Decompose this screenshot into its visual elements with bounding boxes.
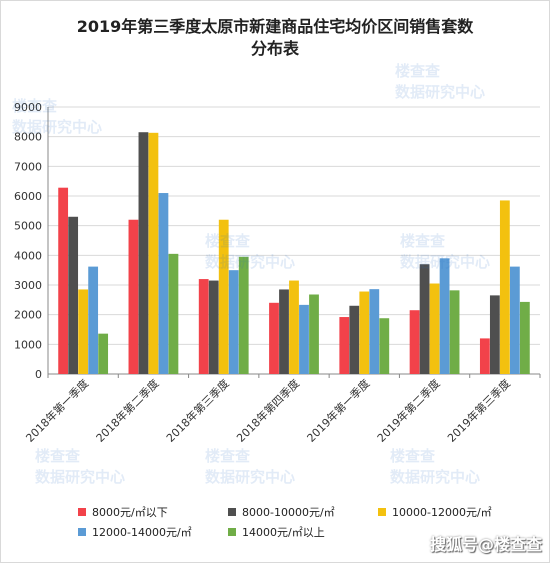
bar [359, 291, 370, 374]
y-tick-label: 2000 [14, 309, 42, 322]
bar [519, 301, 530, 374]
legend-label: 14000元/㎡以上 [242, 526, 325, 539]
bar [68, 216, 79, 374]
bar [479, 338, 490, 374]
legend-label: 8000-10000元/㎡ [242, 506, 335, 519]
bar [168, 253, 179, 374]
bar [88, 266, 99, 374]
chart-title: 2019年第三季度太原市新建商品住宅均价区间销售套数 分布表 [40, 16, 510, 60]
bar [409, 310, 420, 374]
legend-swatch [378, 508, 386, 516]
legend-item: 14000元/㎡以上 [228, 524, 325, 540]
legend-swatch [78, 508, 86, 516]
bar [379, 318, 390, 374]
bar [269, 302, 279, 374]
x-tick-label: 2018年第二季度 [93, 376, 162, 445]
bar [439, 258, 450, 374]
y-tick-label: 0 [35, 368, 42, 381]
y-tick-label: 1000 [14, 338, 42, 351]
watermark-footer: 搜狐号@楼查查 [429, 535, 542, 554]
bar [138, 132, 149, 374]
legend-swatch [228, 508, 236, 516]
bar [198, 279, 209, 374]
legend-item: 12000-14000元/㎡ [78, 524, 192, 540]
bar [128, 219, 139, 374]
legend-label: 12000-14000元/㎡ [92, 526, 192, 539]
x-tick-label: 2019年第一季度 [304, 376, 373, 445]
bar [499, 200, 510, 374]
legend-item: 8000-10000元/㎡ [228, 504, 335, 520]
bar [369, 289, 380, 374]
bar [158, 193, 169, 374]
bar [238, 256, 249, 374]
x-tick-label: 2018年第一季度 [23, 376, 92, 445]
legend-label: 8000元/㎡以下 [92, 506, 168, 519]
bar [218, 219, 229, 374]
y-tick-label: 8000 [14, 131, 42, 144]
x-tick-label: 2019年第二季度 [374, 376, 443, 445]
bar [78, 289, 89, 374]
y-tick-label: 7000 [14, 160, 42, 173]
bar [208, 280, 219, 374]
y-tick-label: 3000 [14, 279, 42, 292]
bar [289, 280, 299, 374]
legend-item: 8000元/㎡以下 [78, 504, 168, 520]
bar [58, 187, 69, 374]
legend-swatch [228, 528, 236, 536]
y-tick-label: 6000 [14, 190, 42, 203]
bar [349, 305, 360, 374]
chart-title-line1: 2019年第三季度太原市新建商品住宅均价区间销售套数 [76, 17, 474, 36]
x-tick-label: 2019年第三季度 [444, 376, 513, 445]
bar [309, 294, 319, 374]
bar [449, 290, 460, 374]
bar [509, 266, 520, 374]
legend-label: 10000-12000元/㎡ [392, 506, 492, 519]
x-tick-label: 2018年第三季度 [163, 376, 232, 445]
chart-title-line2: 分布表 [250, 39, 299, 58]
bar [299, 304, 309, 374]
y-tick-label: 9000 [14, 101, 42, 114]
x-tick-label: 2018年第四季度 [234, 376, 303, 445]
bar [429, 283, 440, 374]
bar [98, 333, 109, 374]
bar [419, 264, 430, 374]
legend-item: 10000-12000元/㎡ [378, 504, 492, 520]
bar [279, 289, 289, 374]
bar [228, 270, 239, 374]
bar [148, 132, 159, 374]
bar [489, 295, 500, 374]
bar [339, 317, 350, 374]
y-tick-label: 4000 [14, 249, 42, 262]
legend-swatch [78, 528, 86, 536]
y-tick-label: 5000 [14, 220, 42, 233]
